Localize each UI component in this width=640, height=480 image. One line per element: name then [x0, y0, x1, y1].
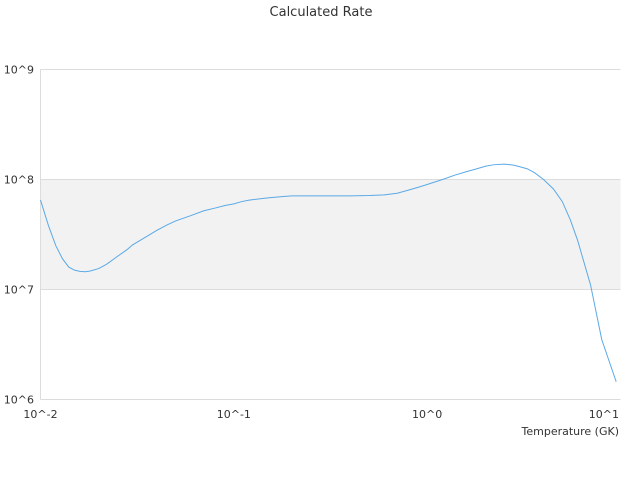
y-tick-labels: 10^6 10^7 10^8 10^9 [4, 64, 34, 407]
x-tick-labels: 10^-2 10^-1 10^0 10^1 [23, 408, 619, 421]
y-tick-label: 10^8 [4, 174, 34, 187]
chart-title: Calculated Rate [270, 5, 373, 20]
x-tick-label: 10^0 [412, 408, 442, 421]
x-tick-label: 10^-2 [23, 408, 57, 421]
y-tick-label: 10^6 [4, 394, 34, 407]
x-axis-label: Temperature (GK) [521, 425, 620, 438]
gray-band [40, 179, 621, 290]
y-tick-label: 10^9 [4, 64, 34, 77]
band-upper [40, 69, 621, 180]
y-tick-label: 10^7 [4, 284, 34, 297]
grid-lines [40, 69, 621, 400]
rate-series-line [40, 163, 617, 382]
x-tick-label: 10^1 [589, 408, 619, 421]
x-tick-label: 10^-1 [217, 408, 251, 421]
